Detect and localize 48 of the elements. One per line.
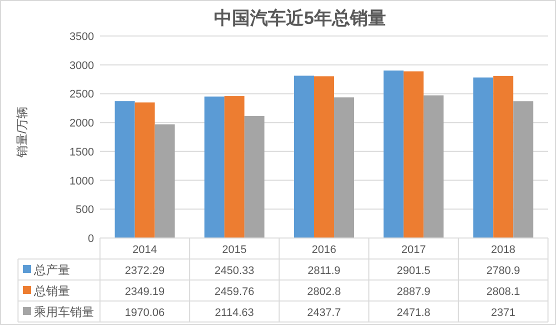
data-label: 2887.9 bbox=[396, 286, 430, 298]
chart-title: 中国汽车近5年总销量 bbox=[214, 8, 386, 28]
bar bbox=[314, 76, 334, 238]
bar bbox=[384, 70, 404, 238]
x-tick-label: 2014 bbox=[132, 244, 158, 256]
data-label: 2450.33 bbox=[214, 265, 254, 277]
y-tick-label: 1000 bbox=[70, 175, 94, 188]
bar bbox=[294, 76, 314, 238]
y-tick-label: 2500 bbox=[70, 88, 94, 101]
bar bbox=[154, 124, 175, 238]
y-tick-label: 0 bbox=[88, 233, 94, 245]
data-label: 2780.9 bbox=[486, 265, 520, 277]
legend-label: 总产量 bbox=[33, 263, 70, 277]
y-tick-label: 3500 bbox=[70, 31, 94, 43]
data-label: 1970.06 bbox=[124, 307, 165, 319]
y-tick-label: 3000 bbox=[70, 60, 94, 72]
y-tick-label: 2000 bbox=[70, 118, 94, 130]
bar bbox=[224, 96, 244, 238]
bar bbox=[114, 101, 135, 238]
legend-label: 总销量 bbox=[33, 284, 70, 298]
x-tick-label: 2018 bbox=[490, 244, 516, 256]
data-label: 2901.5 bbox=[396, 265, 430, 277]
bar bbox=[424, 95, 444, 238]
y-axis-title: 销量/万辆 bbox=[15, 106, 29, 159]
bar bbox=[493, 76, 514, 238]
bar bbox=[404, 71, 424, 238]
bar bbox=[513, 101, 534, 238]
data-label: 2802.8 bbox=[307, 286, 341, 298]
y-tick-label: 1500 bbox=[70, 146, 94, 158]
bar bbox=[473, 78, 494, 238]
bar bbox=[334, 97, 354, 238]
data-label: 2459.76 bbox=[214, 286, 254, 298]
x-tick-label: 2017 bbox=[401, 244, 426, 256]
data-label: 2349.19 bbox=[124, 286, 165, 298]
bar bbox=[134, 102, 155, 238]
data-label: 2114.63 bbox=[214, 307, 254, 319]
bar bbox=[244, 116, 264, 238]
data-label: 2808.1 bbox=[486, 286, 520, 298]
data-label: 2811.9 bbox=[308, 265, 340, 277]
data-label: 2471.8 bbox=[396, 307, 430, 319]
x-tick-label: 2015 bbox=[222, 244, 247, 256]
legend-label: 乘用车销量 bbox=[34, 305, 94, 319]
bar bbox=[204, 96, 224, 238]
y-tick-label: 500 bbox=[76, 204, 94, 216]
data-label: 2372.29 bbox=[124, 265, 165, 277]
data-label: 2437.7 bbox=[307, 307, 341, 319]
data-label: 2371 bbox=[490, 307, 516, 319]
x-tick-label: 2016 bbox=[312, 244, 336, 256]
